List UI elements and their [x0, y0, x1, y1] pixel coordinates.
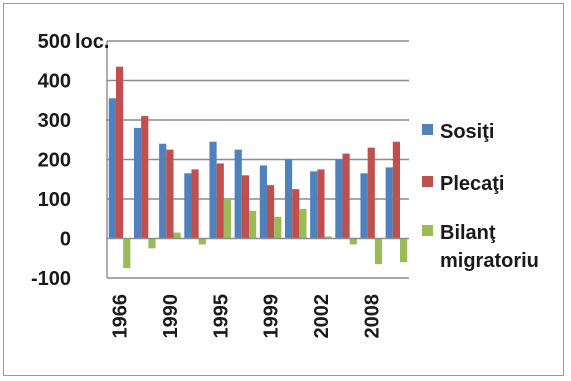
- bar: [259, 165, 267, 239]
- bar: [317, 169, 325, 239]
- bar: [374, 238, 383, 265]
- bar: [292, 189, 300, 239]
- legend-label: Sosiţi: [440, 121, 494, 143]
- x-tick-label: 1966: [110, 294, 132, 339]
- y-tick-label: 0: [60, 229, 71, 251]
- legend-label: Bilanţ: [440, 222, 496, 244]
- y-tick-labels: -100 0 100 200 300 400 500 loc.: [31, 31, 109, 290]
- bar: [123, 238, 131, 269]
- bar: [349, 238, 357, 245]
- y-axis-label: loc.: [75, 31, 109, 53]
- x-tick-label: 2008: [361, 294, 383, 339]
- bar: [148, 238, 156, 249]
- y-tick-label: -100: [31, 268, 71, 290]
- legend-swatch: [422, 176, 433, 187]
- legend-swatch: [422, 225, 433, 236]
- y-tick-label: 500: [38, 31, 71, 53]
- x-tick-labels: 1966 1990 1995 1999 2002 2008: [110, 294, 384, 339]
- bar: [166, 149, 174, 239]
- bar: [274, 216, 282, 239]
- bar: [234, 149, 242, 239]
- legend-label: migratoriu: [440, 250, 539, 272]
- bar: [299, 208, 307, 239]
- legend-label: Plecaţi: [440, 173, 504, 195]
- bar: [360, 173, 368, 239]
- bar: [342, 153, 350, 239]
- bar: [367, 147, 375, 239]
- legend: Sosiţi Plecaţi Bilanţ migratoriu: [422, 121, 539, 272]
- bar: [191, 169, 199, 239]
- bar: [241, 175, 250, 239]
- bar: [133, 127, 142, 239]
- bar: [284, 159, 293, 239]
- bar: [385, 167, 393, 239]
- migration-bar-chart: -100 0 100 200 300 400 500 loc. 1966 1990 1995 199…: [31, 31, 539, 339]
- x-tick-label: 1990: [160, 294, 182, 339]
- bar: [115, 66, 124, 239]
- y-tick-label: 400: [38, 71, 71, 93]
- x-tick-label: 1999: [261, 294, 283, 339]
- y-tick-label: 300: [38, 110, 71, 132]
- y-tick-label: 100: [38, 189, 71, 211]
- axes: [106, 41, 409, 278]
- bar: [108, 98, 116, 239]
- bar: [141, 116, 149, 239]
- x-tick-label: 2002: [311, 294, 333, 339]
- bar: [184, 173, 192, 239]
- bars: [108, 66, 408, 269]
- legend-swatch: [422, 124, 433, 135]
- bar: [400, 238, 408, 263]
- chart-frame: -100 0 100 200 300 400 500 loc. 1966 1990 1995 199…: [3, 3, 564, 376]
- bar: [392, 141, 401, 239]
- bar: [209, 141, 217, 239]
- bar: [324, 236, 332, 239]
- bar: [198, 238, 206, 245]
- bar: [159, 143, 167, 239]
- bar: [173, 232, 181, 239]
- bar: [249, 210, 257, 239]
- bar: [310, 171, 318, 239]
- y-tick-label: 200: [38, 150, 71, 172]
- bar: [266, 185, 275, 239]
- bar: [223, 199, 232, 239]
- bar: [335, 159, 343, 239]
- bar: [216, 163, 224, 239]
- gridlines: [107, 40, 409, 279]
- x-tick-label: 1995: [210, 294, 232, 339]
